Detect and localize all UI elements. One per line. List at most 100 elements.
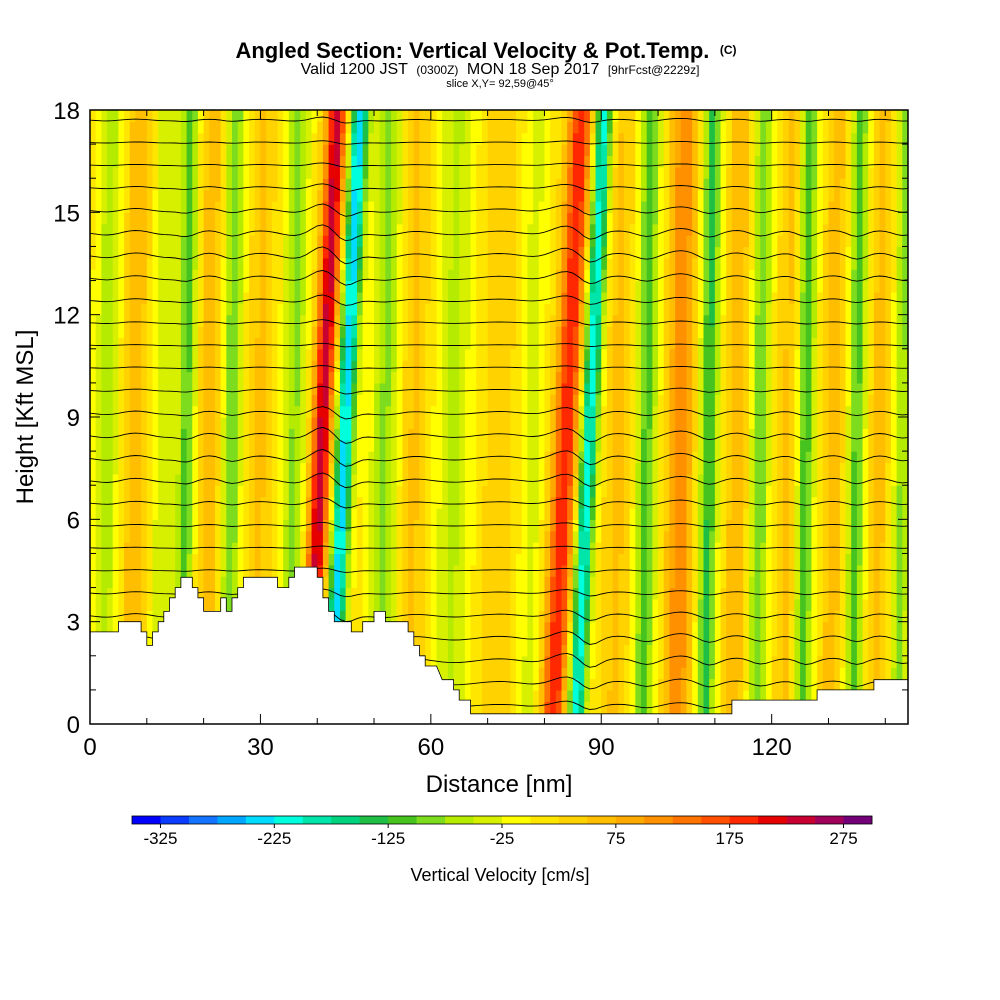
velocity-cell [623, 655, 631, 668]
velocity-cell [658, 678, 665, 691]
velocity-cell [777, 382, 784, 395]
velocity-cell [765, 428, 773, 441]
velocity-cell [107, 519, 114, 532]
velocity-cell [800, 371, 807, 384]
velocity-cell [663, 371, 671, 384]
velocity-cell [516, 530, 523, 543]
velocity-cell [828, 371, 835, 384]
velocity-cell [283, 382, 290, 395]
velocity-cell [544, 496, 551, 509]
velocity-cell [658, 473, 665, 486]
velocity-cell [317, 382, 324, 395]
velocity-cell [595, 576, 602, 589]
velocity-cell [413, 371, 421, 384]
velocity-cell [158, 496, 165, 509]
velocity-cell [595, 394, 602, 407]
velocity-cell [567, 587, 574, 600]
velocity-cell [731, 507, 739, 520]
velocity-cell [408, 519, 415, 532]
velocity-cell [345, 360, 352, 373]
velocity-cell [544, 655, 551, 668]
velocity-cell [652, 633, 659, 646]
velocity-cell [294, 326, 301, 339]
velocity-cell [669, 337, 676, 350]
velocity-cell [822, 360, 830, 373]
velocity-cell [572, 519, 580, 532]
velocity-cell [817, 337, 824, 350]
velocity-cell [726, 633, 733, 646]
velocity-cell [822, 553, 830, 566]
velocity-cell [618, 360, 625, 373]
velocity-cell [663, 610, 671, 623]
velocity-cell [368, 553, 375, 566]
velocity-cell [220, 439, 227, 452]
velocity-cell [595, 473, 602, 486]
velocity-cell [726, 553, 733, 566]
velocity-cell [288, 382, 296, 395]
velocity-cell [516, 394, 523, 407]
velocity-cell [220, 394, 227, 407]
velocity-cell [379, 382, 386, 395]
velocity-cell [197, 326, 205, 339]
velocity-cell [777, 576, 784, 589]
velocity-cell [641, 587, 648, 600]
velocity-cell [334, 519, 341, 532]
velocity-cell [419, 633, 426, 646]
velocity-cell [481, 360, 489, 373]
velocity-cell [760, 621, 767, 634]
velocity-cell [504, 564, 511, 577]
velocity-cell [459, 371, 466, 384]
velocity-cell [300, 405, 307, 418]
velocity-cell [90, 348, 97, 361]
velocity-cell [754, 519, 761, 532]
velocity-cell [629, 598, 636, 611]
velocity-cell [669, 689, 676, 702]
velocity-cell [703, 678, 710, 691]
velocity-cell [760, 519, 767, 532]
velocity-cell [595, 667, 602, 680]
velocity-cell [652, 655, 659, 668]
velocity-cell [817, 360, 824, 373]
velocity-cell [311, 473, 318, 486]
velocity-cell [158, 576, 165, 589]
velocity-cell [107, 507, 114, 520]
velocity-cell [288, 485, 296, 498]
velocity-cell [436, 598, 443, 611]
velocity-cell [544, 610, 551, 623]
velocity-cell [561, 394, 568, 407]
velocity-cell [737, 553, 744, 566]
velocity-cell [839, 530, 847, 543]
velocity-cell [152, 473, 159, 486]
velocity-cell [839, 360, 847, 373]
velocity-cell [652, 667, 659, 680]
velocity-cell [805, 348, 813, 361]
velocity-cell [328, 326, 335, 339]
velocity-cell [623, 542, 631, 555]
velocity-cell [186, 485, 193, 498]
velocity-cell [771, 360, 778, 373]
velocity-cell [623, 360, 631, 373]
velocity-cell [260, 485, 267, 498]
velocity-cell [584, 360, 591, 373]
velocity-cell [220, 337, 227, 350]
velocity-cell [839, 485, 847, 498]
velocity-cell [845, 473, 852, 486]
velocity-cell [777, 542, 784, 555]
velocity-cell [606, 667, 614, 680]
velocity-cell [538, 439, 546, 452]
velocity-cell [669, 496, 676, 509]
velocity-cell [896, 667, 903, 680]
velocity-cell [658, 382, 665, 395]
velocity-cell [851, 348, 858, 361]
velocity-cell [555, 610, 563, 623]
velocity-cell [686, 519, 693, 532]
velocity-cell [436, 621, 443, 634]
velocity-cell [124, 371, 131, 384]
velocity-cell [879, 621, 886, 634]
velocity-cell [175, 553, 182, 566]
velocity-cell [459, 598, 466, 611]
velocity-cell [788, 678, 795, 691]
velocity-cell [856, 439, 864, 452]
velocity-cell [822, 451, 830, 464]
velocity-cell [163, 473, 171, 486]
